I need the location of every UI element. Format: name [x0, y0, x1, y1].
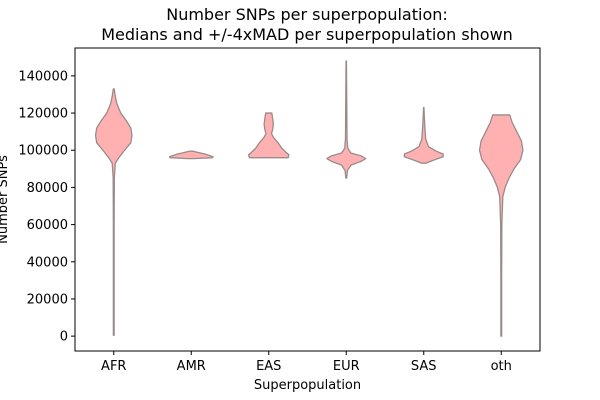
chart-title-line-2: Medians and +/-4xMAD per superpopulation…	[101, 25, 513, 44]
y-tick-label: 100000	[18, 144, 68, 159]
x-tick-label-oth: oth	[491, 359, 512, 374]
y-axis-ticks: 0 20000 40000 60000 80000 100000 120000 140000	[18, 69, 75, 345]
y-tick-label: 20000	[27, 292, 68, 307]
violin-amr	[168, 150, 214, 160]
y-tick-label: 40000	[27, 255, 68, 270]
y-tick-label: 80000	[27, 181, 68, 196]
x-tick-label-afr: AFR	[101, 359, 126, 374]
x-tick-label-amr: AMR	[177, 359, 206, 374]
plot-area-frame	[74, 47, 541, 352]
y-tick-label: 140000	[18, 69, 68, 84]
x-tick-label-sas: SAS	[411, 359, 437, 374]
y-axis-label: Number SNPs	[0, 155, 11, 244]
violin-eas	[247, 112, 290, 159]
violin-eur	[326, 60, 367, 179]
x-axis-ticks: AFR AMR EAS EUR SAS oth	[101, 351, 512, 374]
x-tick-label-eas: EAS	[256, 359, 281, 374]
x-tick-label-eur: EUR	[333, 359, 360, 374]
violins-layer	[94, 60, 524, 337]
chart-title-line-1: Number SNPs per superpopulation:	[166, 5, 448, 24]
chart-title: Number SNPs per superpopulation: Medians…	[101, 5, 513, 44]
y-tick-label: 0	[60, 330, 68, 345]
x-axis-label: Superpopulation	[254, 378, 361, 393]
y-tick-label: 120000	[18, 107, 68, 122]
y-tick-label: 60000	[27, 218, 68, 233]
violin-oth	[478, 114, 524, 337]
violin-afr	[94, 88, 133, 336]
violin-sas	[403, 106, 444, 164]
